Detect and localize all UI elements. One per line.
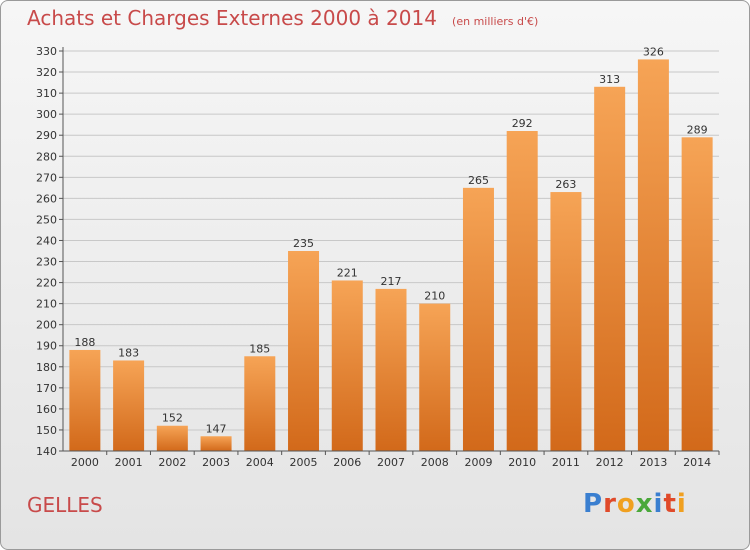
y-axis-ticks: 140 150 160 170 180 190 200 210 220 230 240 250 260 2… <box>36 45 63 458</box>
y-tick-label: 260 <box>36 192 57 205</box>
y-tick-label: 170 <box>36 382 57 395</box>
x-tick-label: 2011 <box>552 456 580 469</box>
x-tick-label: 2000 <box>71 456 99 469</box>
bar <box>200 436 232 451</box>
y-tick-label: 280 <box>36 150 57 163</box>
logo-letter: r <box>603 489 617 519</box>
bar-value-label: 152 <box>162 412 183 425</box>
y-tick-label: 230 <box>36 256 57 269</box>
bar-value-label: 292 <box>512 117 533 130</box>
bar <box>69 349 101 451</box>
bars: 188 183 152 147 185 235 221 217 210 265 292 263 313 3… <box>69 45 713 452</box>
x-tick-label: 2007 <box>377 456 405 469</box>
chart-unit: (en milliers d'€) <box>452 15 539 28</box>
axes <box>62 47 719 452</box>
bar <box>550 192 582 452</box>
y-tick-label: 300 <box>36 108 57 121</box>
y-tick-label: 150 <box>36 424 57 437</box>
bar-value-label: 235 <box>293 237 314 250</box>
x-tick-label: 2002 <box>158 456 186 469</box>
logo-letter: P <box>583 489 604 519</box>
bar-value-label: 263 <box>555 178 576 191</box>
x-tick-label: 2006 <box>333 456 361 469</box>
bar-value-label: 217 <box>381 275 402 288</box>
logo-letter: o <box>616 489 636 519</box>
x-tick-label: 2008 <box>421 456 449 469</box>
logo-letter: t <box>663 489 677 519</box>
y-tick-label: 330 <box>36 45 57 58</box>
bar <box>506 131 538 451</box>
bar-value-label: 289 <box>687 123 708 136</box>
commune-name: GELLES <box>27 493 103 517</box>
proxiti-logo: Proxiti <box>583 489 687 519</box>
bar <box>113 360 145 451</box>
bar-value-label: 326 <box>643 45 664 58</box>
x-tick-label: 2012 <box>596 456 624 469</box>
bar-value-label: 210 <box>424 290 445 303</box>
y-tick-label: 210 <box>36 298 57 311</box>
chart-title: Achats et Charges Externes 2000 à 2014 <box>27 6 437 30</box>
y-tick-label: 270 <box>36 171 57 184</box>
bar <box>594 86 626 451</box>
bar <box>244 356 276 451</box>
bar-value-label: 185 <box>249 342 270 355</box>
y-tick-label: 320 <box>36 66 57 79</box>
bar <box>462 187 494 451</box>
y-tick-label: 240 <box>36 234 57 247</box>
x-tick-label: 2001 <box>115 456 143 469</box>
x-tick-label: 2009 <box>464 456 492 469</box>
y-tick-label: 180 <box>36 361 57 374</box>
bar <box>637 59 669 451</box>
bar <box>156 425 188 451</box>
y-tick-label: 290 <box>36 129 57 142</box>
bar-value-label: 265 <box>468 174 489 187</box>
x-tick-label: 2003 <box>202 456 230 469</box>
bar <box>681 137 713 451</box>
y-tick-label: 310 <box>36 87 57 100</box>
logo-letter: i <box>653 489 664 519</box>
y-tick-label: 160 <box>36 403 57 416</box>
bar <box>419 303 451 451</box>
bar <box>331 280 363 451</box>
y-tick-label: 200 <box>36 319 57 332</box>
bar-value-label: 183 <box>118 346 139 359</box>
title-row: Achats et Charges Externes 2000 à 2014 (… <box>27 6 538 30</box>
x-tick-label: 2005 <box>290 456 318 469</box>
y-tick-label: 190 <box>36 340 57 353</box>
x-axis-ticks: 2000 2001 2002 2003 2004 2005 2006 2007 2008 2009… <box>71 451 720 469</box>
logo-letter: x <box>635 489 654 519</box>
bar <box>288 251 320 451</box>
logo-letter: i <box>676 489 687 519</box>
y-tick-label: 250 <box>36 213 57 226</box>
x-tick-label: 2004 <box>246 456 274 469</box>
x-tick-label: 2010 <box>508 456 536 469</box>
x-tick-label: 2014 <box>683 456 711 469</box>
x-tick-label: 2013 <box>639 456 667 469</box>
bar-value-label: 313 <box>599 73 620 86</box>
bar-value-label: 188 <box>74 336 95 349</box>
y-tick-label: 140 <box>36 445 57 458</box>
y-tick-label: 220 <box>36 277 57 290</box>
bar <box>375 288 407 451</box>
bar-value-label: 221 <box>337 266 358 279</box>
bar-value-label: 147 <box>206 422 227 435</box>
